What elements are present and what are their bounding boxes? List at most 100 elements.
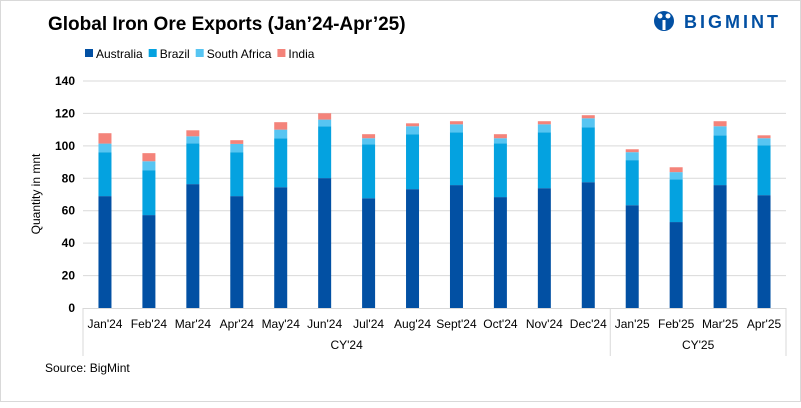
bar-brazil-4 [274, 138, 288, 188]
bar-australia-2 [186, 184, 200, 308]
x-tick-label: Jul'24 [353, 317, 384, 331]
bar-australia-6 [362, 198, 376, 308]
legend-label: Brazil [160, 47, 190, 61]
bar-india-15 [757, 135, 771, 139]
x-axis: Jan'24 Feb'24 Mar'24 Apr'24 May'24 Jun'24 Jul'… [82, 308, 787, 356]
bar-brazil-2 [186, 143, 200, 185]
bar-south-africa-10 [537, 124, 551, 133]
bar-south-africa-0 [98, 143, 112, 153]
bar-india-7 [406, 123, 420, 127]
bar-brazil-10 [537, 132, 551, 189]
bar-south-africa-7 [406, 126, 420, 135]
bar-south-africa-15 [757, 138, 771, 146]
bar-australia-10 [537, 188, 551, 308]
bar-india-5 [318, 113, 332, 120]
x-tick-label: Jan'24 [87, 317, 122, 331]
bar-south-africa-8 [449, 124, 463, 133]
bar-brazil-7 [406, 134, 420, 190]
bar-brazil-11 [581, 127, 595, 183]
legend-label: South Africa [207, 47, 272, 61]
bar-india-1 [142, 153, 156, 162]
bar-brazil-6 [362, 144, 376, 199]
x-tick-label: Mar'24 [175, 317, 212, 331]
bar-brazil-3 [230, 152, 244, 197]
x-tick-label: Mar'25 [702, 317, 739, 331]
y-axis-ticks: 0 20 40 60 80 100 120 140 [55, 74, 75, 315]
bar-australia-13 [669, 222, 683, 308]
x-tick-label: Feb'25 [658, 317, 695, 331]
bar-australia-1 [142, 215, 156, 308]
bars [98, 113, 771, 308]
group-label: CY'24 [330, 338, 363, 352]
y-tick-label: 0 [68, 301, 75, 315]
bar-brazil-5 [318, 126, 332, 179]
y-tick-label: 100 [55, 139, 75, 153]
x-tick-label: Feb'24 [131, 317, 168, 331]
logo-text: BIGMINT [684, 12, 781, 32]
y-tick-label: 60 [62, 204, 76, 218]
y-tick-label: 20 [62, 269, 76, 283]
legend-swatch-brazil [148, 49, 157, 57]
bar-brazil-13 [669, 179, 683, 223]
bar-india-0 [98, 133, 112, 144]
legend-swatch-south-africa [195, 49, 204, 57]
bar-india-12 [625, 149, 639, 153]
x-tick-label: May'24 [262, 317, 301, 331]
x-tick-label: Aug'24 [394, 317, 431, 331]
bar-india-9 [493, 134, 507, 139]
bar-australia-12 [625, 205, 639, 308]
chart-title: Global Iron Ore Exports (Jan’24-Apr’25) [48, 14, 406, 35]
bar-south-africa-4 [274, 129, 288, 139]
y-tick-label: 40 [62, 236, 76, 250]
bar-south-africa-3 [230, 143, 244, 153]
x-tick-label: Nov'24 [526, 317, 563, 331]
bar-australia-8 [449, 185, 463, 308]
bar-australia-7 [406, 189, 420, 308]
bar-india-4 [274, 122, 288, 130]
x-tick-label: Sept'24 [436, 317, 477, 331]
bar-australia-0 [98, 196, 112, 308]
bar-brazil-8 [449, 132, 463, 186]
bar-south-africa-12 [625, 152, 639, 161]
bar-australia-11 [581, 182, 595, 308]
x-tick-label: Apr'25 [747, 317, 782, 331]
x-tick-label: Oct'24 [483, 317, 518, 331]
bar-india-3 [230, 140, 244, 144]
legend-label: Australia [96, 47, 143, 61]
bar-australia-5 [318, 178, 332, 308]
bar-brazil-14 [713, 135, 727, 186]
bar-south-africa-2 [186, 136, 200, 144]
bar-india-11 [581, 115, 595, 119]
bar-australia-3 [230, 196, 244, 308]
x-tick-label: Dec'24 [570, 317, 607, 331]
legend-label: India [288, 47, 314, 61]
x-tick-label: Apr'24 [220, 317, 255, 331]
bar-south-africa-1 [142, 161, 156, 171]
bar-brazil-1 [142, 170, 156, 216]
legend: Australia Brazil South Africa India [85, 47, 315, 61]
bar-south-africa-14 [713, 126, 727, 136]
bar-india-6 [362, 134, 376, 139]
bar-australia-15 [757, 195, 771, 308]
y-axis-label: Quantity in mnt [29, 153, 43, 234]
bar-south-africa-6 [362, 138, 376, 145]
bar-south-africa-11 [581, 118, 595, 128]
y-tick-label: 140 [55, 74, 75, 88]
bar-south-africa-13 [669, 172, 683, 180]
bar-brazil-9 [493, 143, 507, 198]
source-note: Source: BigMint [45, 361, 130, 375]
bar-india-10 [537, 121, 551, 125]
bar-brazil-0 [98, 152, 112, 197]
bar-brazil-15 [757, 145, 771, 196]
bar-india-13 [669, 167, 683, 173]
x-tick-label: Jun'24 [307, 317, 342, 331]
bar-south-africa-9 [493, 138, 507, 144]
group-label: CY'25 [682, 338, 715, 352]
bar-india-8 [449, 121, 463, 125]
bar-australia-14 [713, 185, 727, 308]
bar-india-2 [186, 130, 200, 137]
y-tick-label: 120 [55, 106, 75, 120]
bigmint-logo: BIGMINT [654, 11, 781, 32]
bar-brazil-12 [625, 160, 639, 206]
